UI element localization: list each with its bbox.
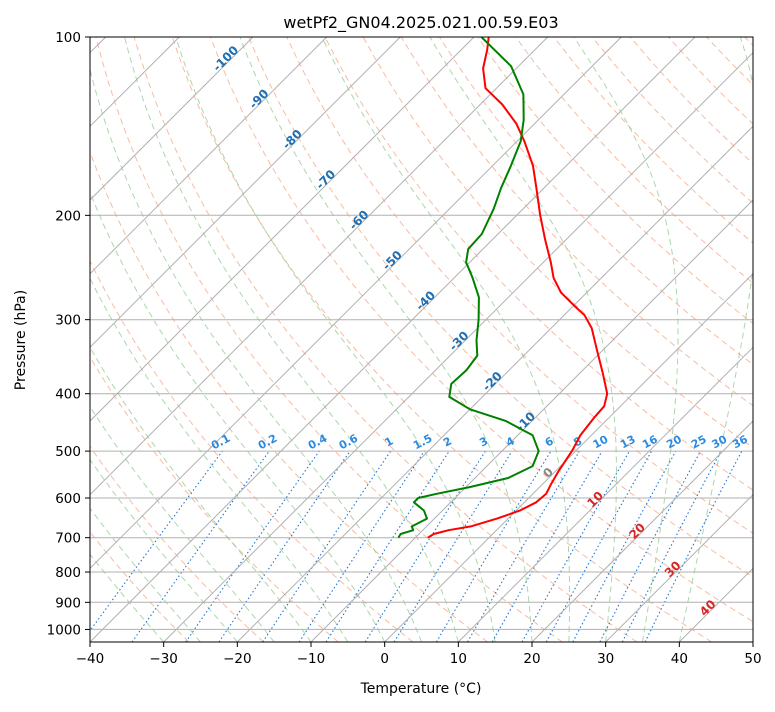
x-axis-label: Temperature (°C) [360, 681, 482, 697]
y-axis-label: Pressure (hPa) [13, 290, 29, 390]
y-tick-label: 200 [55, 208, 81, 224]
y-tick-label: 800 [55, 565, 81, 581]
y-tick-label: 400 [55, 387, 81, 403]
y-tick-label: 900 [55, 595, 81, 611]
y-tick-label: 700 [55, 531, 81, 547]
x-tick-label: 10 [450, 651, 467, 667]
x-tick-label: −30 [149, 651, 178, 667]
x-tick-label: 20 [523, 651, 540, 667]
x-tick-label: 40 [671, 651, 688, 667]
x-tick-label: −40 [76, 651, 105, 667]
chart-title: wetPf2_GN04.2025.021.00.59.E03 [283, 13, 558, 33]
y-tick-label: 300 [55, 313, 81, 329]
y-tick-label: 600 [55, 491, 81, 507]
x-tick-label: 30 [597, 651, 614, 667]
x-tick-label: −20 [223, 651, 252, 667]
y-tick-label: 1000 [47, 622, 81, 638]
x-tick-label: 0 [380, 651, 389, 667]
x-tick-label: −10 [297, 651, 326, 667]
y-tick-label: 500 [55, 444, 81, 460]
x-tick-label: 50 [744, 651, 761, 667]
y-tick-label: 100 [55, 30, 81, 46]
